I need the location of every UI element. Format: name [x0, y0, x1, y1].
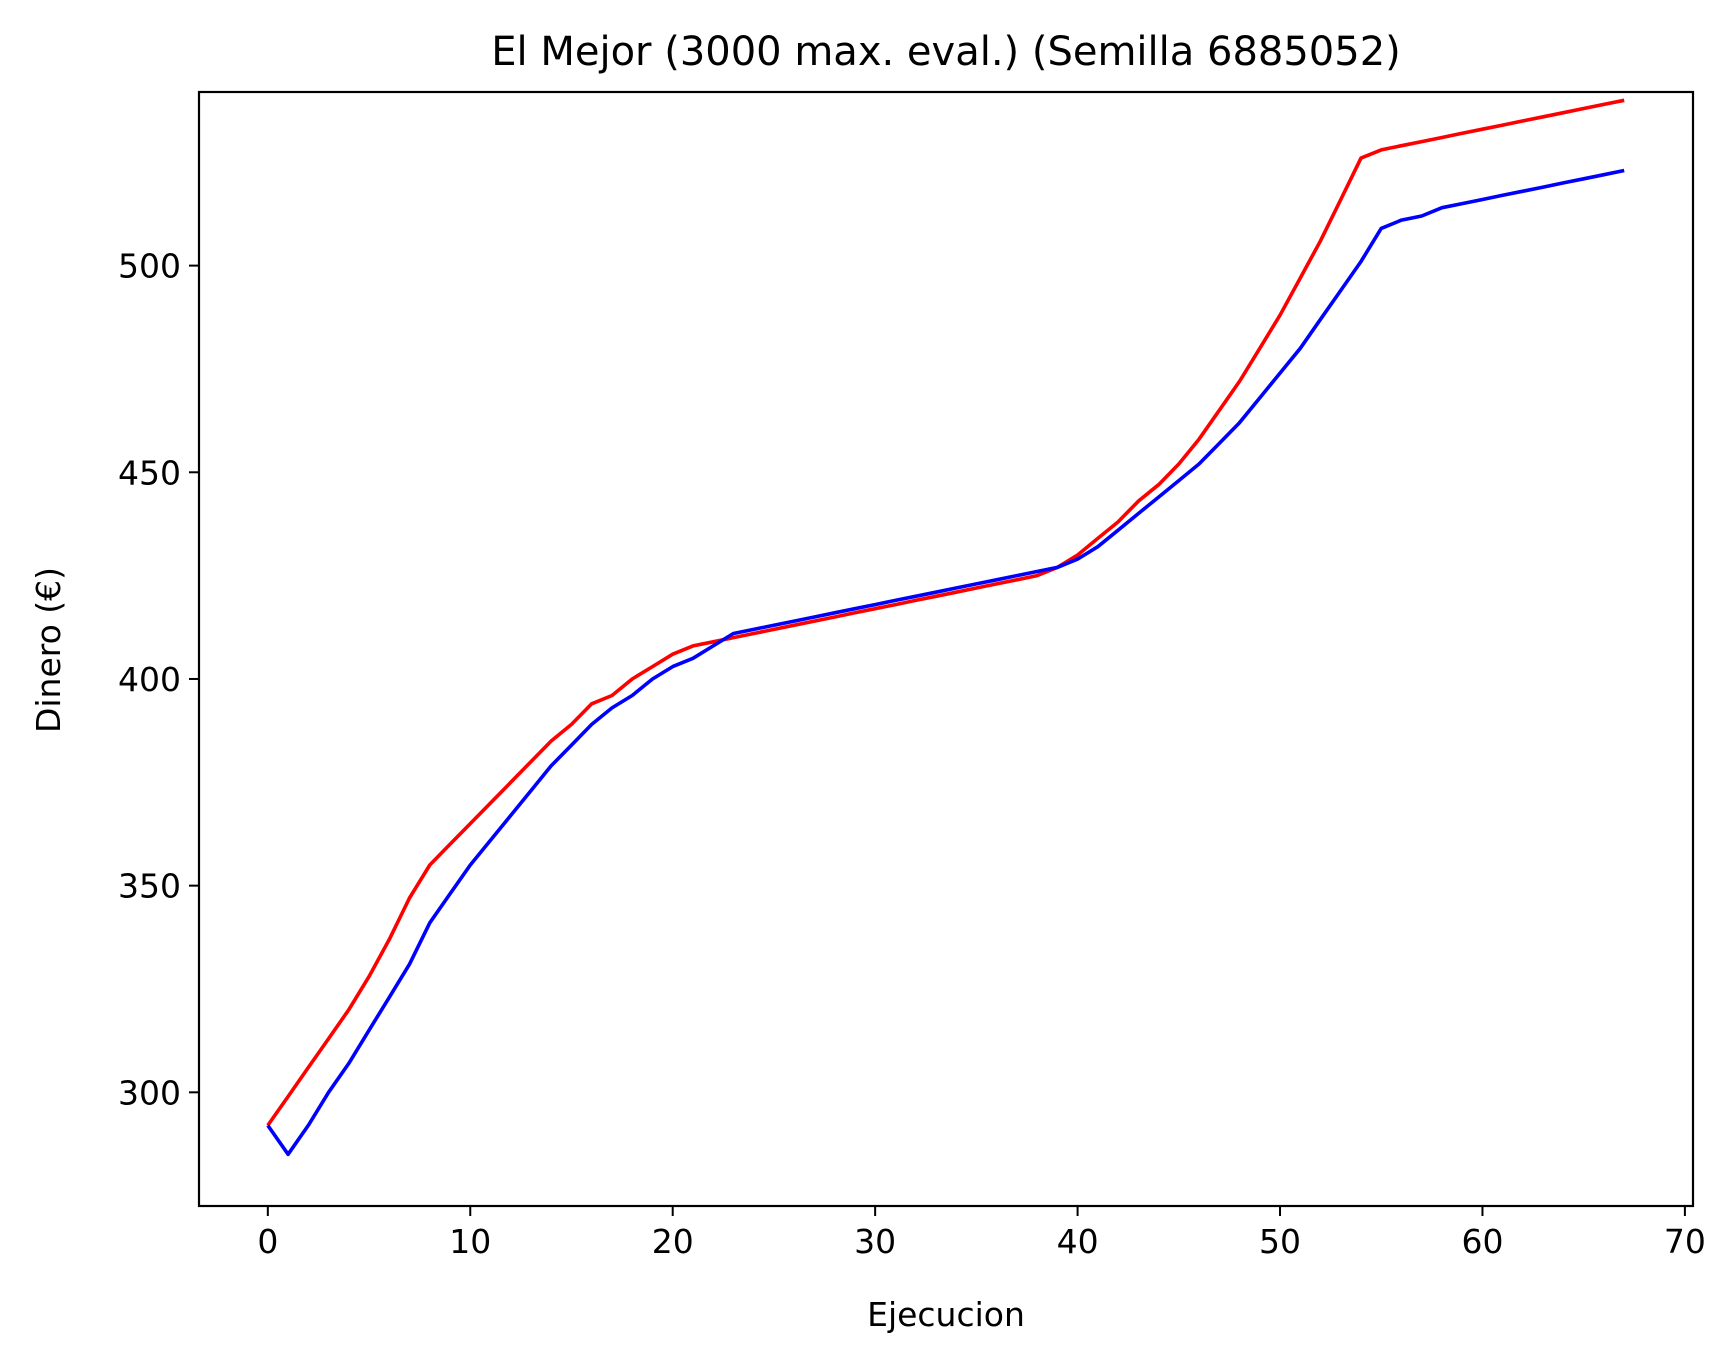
- x-tick-label: 40: [1057, 1222, 1099, 1261]
- x-tick-label: 70: [1664, 1222, 1706, 1261]
- y-tick-label: 400: [118, 660, 181, 699]
- y-tick-label: 500: [118, 247, 181, 286]
- y-axis-label: Dinero (€): [29, 567, 68, 733]
- y-tick-label: 300: [118, 1073, 181, 1112]
- x-axis-label: Ejecucion: [867, 1295, 1025, 1334]
- x-tick-label: 30: [854, 1222, 896, 1261]
- x-axis: 0 10 20 30 40 50 60 70: [257, 1206, 1706, 1261]
- series-layer: [266, 98, 1625, 1157]
- series-line-1: [266, 98, 1625, 1127]
- series-line-2: [266, 168, 1625, 1157]
- chart-title: El Mejor (3000 max. eval.) (Semilla 6885…: [491, 29, 1401, 75]
- y-axis: 300 350 400 450 500: [118, 247, 199, 1112]
- x-tick-label: 60: [1461, 1222, 1503, 1261]
- y-tick-label: 350: [118, 867, 181, 906]
- x-tick-label: 20: [652, 1222, 694, 1261]
- x-tick-label: 0: [257, 1222, 278, 1261]
- x-tick-label: 10: [449, 1222, 491, 1261]
- plot-frame: [197, 90, 1695, 1208]
- y-tick-label: 450: [118, 453, 181, 492]
- x-tick-label: 50: [1259, 1222, 1301, 1261]
